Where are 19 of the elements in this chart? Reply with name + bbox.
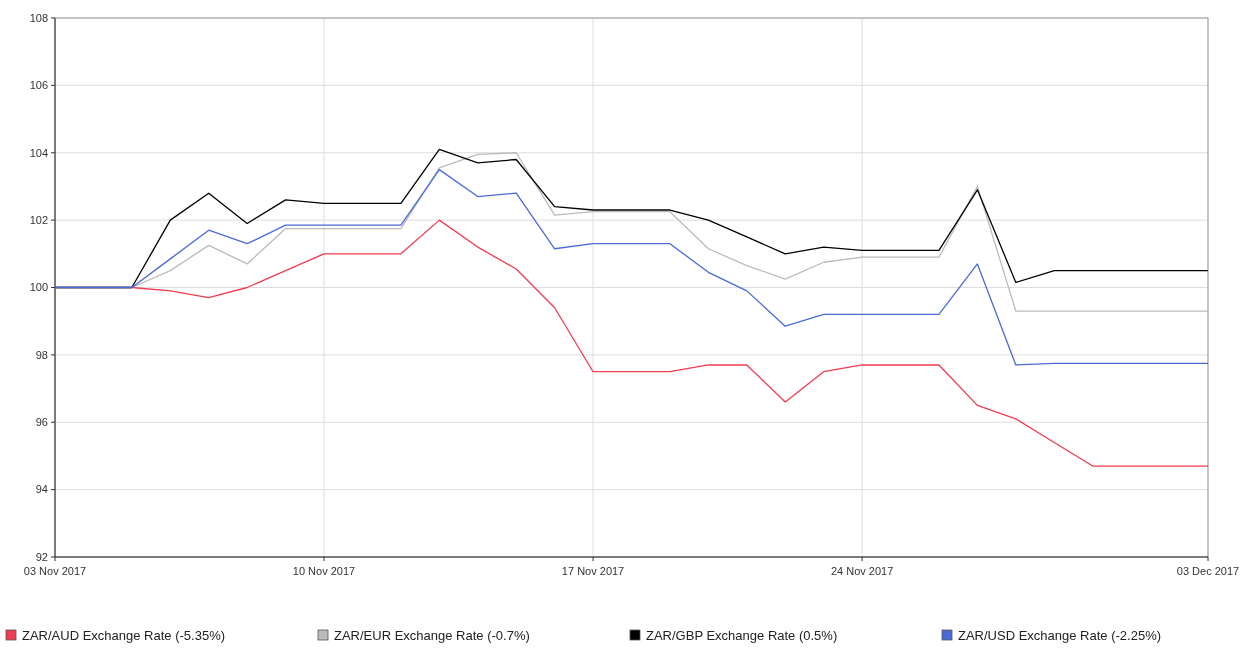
line-series bbox=[54, 168, 1209, 366]
y-tick-label: 106 bbox=[29, 79, 48, 92]
x-tick-label: 17 Nov 2017 bbox=[561, 565, 625, 577]
y-tick-label: 94 bbox=[35, 483, 48, 496]
x-tick-label: 03 Dec 2017 bbox=[1176, 565, 1240, 577]
y-tick-label: 108 bbox=[29, 11, 48, 24]
y-tick-label: 100 bbox=[29, 281, 48, 294]
y-tick-label: 98 bbox=[35, 348, 48, 361]
y-tick-label: 102 bbox=[29, 213, 48, 226]
x-tick-label: 10 Nov 2017 bbox=[292, 565, 356, 577]
y-tick-label: 92 bbox=[35, 550, 48, 563]
x-tick-label: 03 Nov 2017 bbox=[23, 565, 87, 577]
y-tick-label: 104 bbox=[29, 146, 48, 159]
legend-label: ZAR/USD Exchange Rate (-2.25%) bbox=[958, 628, 1162, 643]
x-tick-label: 24 Nov 2017 bbox=[830, 565, 894, 577]
legend-label: ZAR/EUR Exchange Rate (-0.7%) bbox=[334, 628, 530, 643]
legend-label: ZAR/GBP Exchange Rate (0.5%) bbox=[646, 628, 838, 643]
y-tick-label: 96 bbox=[35, 416, 48, 429]
legend-label: ZAR/AUD Exchange Rate (-5.35%) bbox=[22, 628, 226, 643]
